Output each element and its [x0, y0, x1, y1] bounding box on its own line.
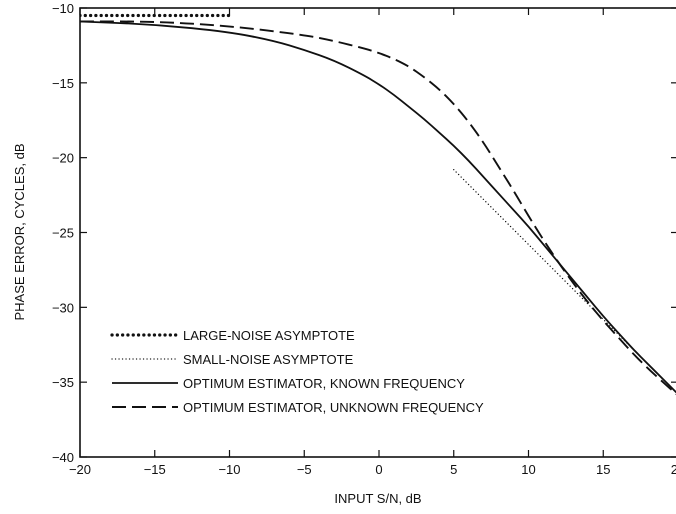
legend-label-1: LARGE-NOISE ASYMPTOTE: [183, 328, 355, 343]
y-tick-label: −40: [52, 450, 74, 465]
y-tick-label: −35: [52, 375, 74, 390]
legend-label-2: SMALL-NOISE ASYMPTOTE: [183, 352, 354, 367]
y-tick-label: −20: [52, 151, 74, 166]
series-line-3: [80, 20, 676, 394]
y-tick-label: −25: [52, 226, 74, 241]
y-tick-label: −30: [52, 300, 74, 315]
legend: LARGE-NOISE ASYMPTOTE SMALL-NOISE ASYMPTO…: [110, 328, 484, 415]
y-tick-label: −15: [52, 76, 74, 91]
x-tick-label: 0: [375, 462, 382, 477]
y-axis-label: PHASE ERROR, CYCLES, dB: [12, 144, 27, 321]
series-line-4: [80, 20, 676, 396]
x-tick-label: −20: [69, 462, 91, 477]
legend-label-3: OPTIMUM ESTIMATOR, KNOWN FREQUENCY: [183, 376, 465, 391]
x-tick-label: 10: [521, 462, 535, 477]
series-group: [80, 13, 676, 396]
series-line-2: [453, 168, 676, 394]
tick-label-group: −20 −15 −10 −5 0 5 10 15 20 −10 −15 −20 −25 −30 −35 −40: [52, 1, 676, 477]
x-tick-label: 20: [671, 462, 676, 477]
legend-label-4: OPTIMUM ESTIMATOR, UNKNOWN FREQUENCY: [183, 400, 484, 415]
x-tick-label: 5: [450, 462, 457, 477]
tick-group: [79, 7, 676, 458]
y-tick-label: −10: [52, 1, 74, 16]
x-tick-label: −10: [218, 462, 240, 477]
x-tick-label: −15: [144, 462, 166, 477]
x-tick-label: 15: [596, 462, 610, 477]
x-axis-label: INPUT S/N, dB: [334, 491, 421, 506]
x-tick-label: −5: [297, 462, 312, 477]
